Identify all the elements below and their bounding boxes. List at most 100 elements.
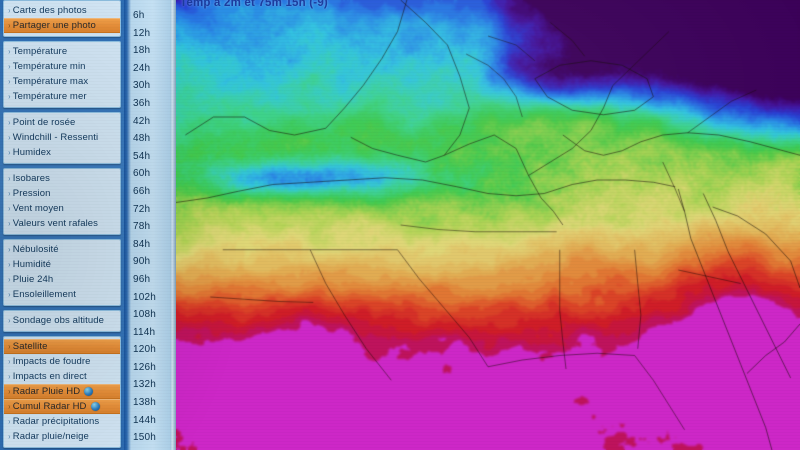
sidebar-item-radar-pr-cipitations[interactable]: › Radar précipitations [4,414,120,429]
hour-option[interactable]: 90h [133,256,151,268]
hour-option[interactable]: 132h [133,379,157,391]
chevron-right-icon: › [8,21,11,30]
sidebar-item-radar-pluie-neige[interactable]: › Radar pluie/neige [4,429,120,444]
chevron-right-icon: › [8,118,11,127]
chevron-right-icon: › [8,275,11,284]
sidebar-item-label: Température [12,46,68,57]
sidebar-item-temp-rature-max[interactable]: › Température max [4,74,120,89]
layers-sidebar[interactable]: › Carte des photos › Partager une photo › Tem… [0,0,124,450]
hour-option[interactable]: 150h [133,432,157,444]
sidebar-item-label: Température mer [12,91,87,102]
sidebar-item-temp-rature[interactable]: › Température [4,44,120,59]
chevron-right-icon: › [8,342,11,351]
sidebar-item-pression[interactable]: › Pression [4,186,120,201]
hour-option[interactable]: 24h [133,62,151,74]
sidebar-item-humidex[interactable]: › Humidex [4,145,120,160]
radar-hd-icon[interactable] [84,387,94,396]
sidebar-item-sondage-obs-altitude[interactable]: › Sondage obs altitude [4,313,120,328]
chevron-right-icon: › [8,316,11,325]
sidebar-item-carte-des-photos[interactable]: › Carte des photos [4,3,120,18]
sidebar-item-label: Radar Pluie HD [12,386,81,397]
hour-option[interactable]: 48h [133,133,151,145]
sidebar-item-temp-rature-min[interactable]: › Température min [4,59,120,74]
chevron-right-icon: › [8,189,11,198]
sidebar-item-temp-rature-mer[interactable]: › Température mer [4,89,120,104]
layer-group-vent-pression: › Isobares › Pression › Vent moyen › Valeurs ve… [3,168,121,235]
sidebar-item-label: Humidex [12,147,51,158]
map-raster [176,0,800,450]
layer-group-ciel-pluie: › Nébulosité › Humidité › Pluie 24h › Ensoleill… [3,239,121,306]
chevron-right-icon: › [8,372,11,381]
sidebar-item-pluie-24h[interactable]: › Pluie 24h [4,272,120,287]
hour-option[interactable]: 96h [133,273,151,285]
hour-option[interactable]: 54h [133,150,151,162]
chevron-right-icon: › [8,77,11,86]
hour-option[interactable]: 78h [133,221,151,233]
chevron-right-icon: › [8,402,11,411]
hour-option[interactable]: 84h [133,238,151,250]
layer-group-photos: › Carte des photos › Partager une photo [3,0,121,37]
hour-option[interactable]: 114h [133,326,156,338]
chevron-right-icon: › [8,174,11,183]
temperature-map[interactable]: Temp à 2m et 75m 15h (-9) [176,0,800,450]
layer-group-satellite-radar: › Satellite › Impacts de foudre › Impacts en … [3,336,121,448]
hour-option[interactable]: 144h [133,414,157,426]
chevron-right-icon: › [8,6,11,15]
hour-option[interactable]: 6h [133,10,145,21]
hour-option[interactable]: 30h [133,80,151,92]
hour-option[interactable]: 72h [133,203,151,215]
hour-option[interactable]: 126h [133,361,157,373]
layer-group-humidite: › Point de rosée › Windchill - Ressenti › Hum… [3,112,121,164]
chevron-right-icon: › [8,92,11,101]
sidebar-item-label: Radar précipitations [12,416,100,427]
sidebar-item-label: Partager une photo [12,20,96,31]
sidebar-item-label: Température max [12,76,89,87]
radar-hd-icon[interactable] [90,402,100,411]
hour-option[interactable]: 120h [133,344,157,356]
chevron-right-icon: › [8,290,11,299]
sidebar-item-label: Vent moyen [12,203,64,214]
hour-option[interactable]: 108h [133,309,157,321]
forecast-hours-column[interactable]: 6h 12h 18h 24h 30h 36h 42h 48h 54h 60h 66h 72h 78h 84… [124,0,172,450]
sidebar-item-partager-une-photo[interactable]: › Partager une photo [4,18,120,33]
sidebar-item-valeurs-vent-rafales[interactable]: › Valeurs vent rafales [4,216,120,231]
sidebar-item-label: Point de rosée [12,117,76,128]
sidebar-item-humidit[interactable]: › Humidité [4,257,120,272]
hours-column-divider [170,0,176,450]
sidebar-item-ensoleillement[interactable]: › Ensoleillement [4,287,120,302]
hour-option[interactable]: 18h [133,45,151,57]
sidebar-item-label: Pluie 24h [12,274,54,285]
chevron-right-icon: › [8,148,11,157]
hour-option[interactable]: 42h [133,115,151,127]
hour-option[interactable]: 36h [133,97,151,109]
chevron-right-icon: › [8,204,11,213]
sidebar-item-impacts-en-direct[interactable]: › Impacts en direct [4,369,120,384]
sidebar-item-label: Valeurs vent rafales [12,218,99,229]
sidebar-item-windchill-ressenti[interactable]: › Windchill - Ressenti [4,130,120,145]
sidebar-item-point-de-ros-e[interactable]: › Point de rosée [4,115,120,130]
sidebar-item-radar-pluie-hd[interactable]: › Radar Pluie HD [4,384,120,399]
chevron-right-icon: › [8,357,11,366]
sidebar-item-label: Carte des photos [12,5,87,16]
sidebar-item-label: Cumul Radar HD [12,401,87,412]
sidebar-item-vent-moyen[interactable]: › Vent moyen [4,201,120,216]
sidebar-item-satellite[interactable]: › Satellite [4,339,120,354]
sidebar-item-isobares[interactable]: › Isobares [4,171,120,186]
sidebar-item-label: Pression [12,188,51,199]
hour-option[interactable]: 138h [133,397,157,409]
sidebar-item-label: Température min [12,61,86,72]
sidebar-item-label: Impacts de foudre [12,356,91,367]
sidebar-item-cumul-radar-hd[interactable]: › Cumul Radar HD [4,399,120,414]
hour-option[interactable]: 102h [133,291,157,303]
sidebar-item-impacts-de-foudre[interactable]: › Impacts de foudre [4,354,120,369]
hour-option[interactable]: 12h [133,27,151,39]
chevron-right-icon: › [8,47,11,56]
sidebar-item-label: Nébulosité [12,244,59,255]
hour-option[interactable]: 66h [133,185,151,197]
hour-option[interactable]: 60h [133,168,151,180]
sidebar-item-label: Impacts en direct [12,371,87,382]
sidebar-item-n-bulosit[interactable]: › Nébulosité [4,242,120,257]
layer-group-sondage: › Sondage obs altitude [3,310,121,332]
map-title-overlay: Temp à 2m et 75m 15h (-9) [180,0,328,9]
sidebar-item-label: Windchill - Ressenti [12,132,99,143]
